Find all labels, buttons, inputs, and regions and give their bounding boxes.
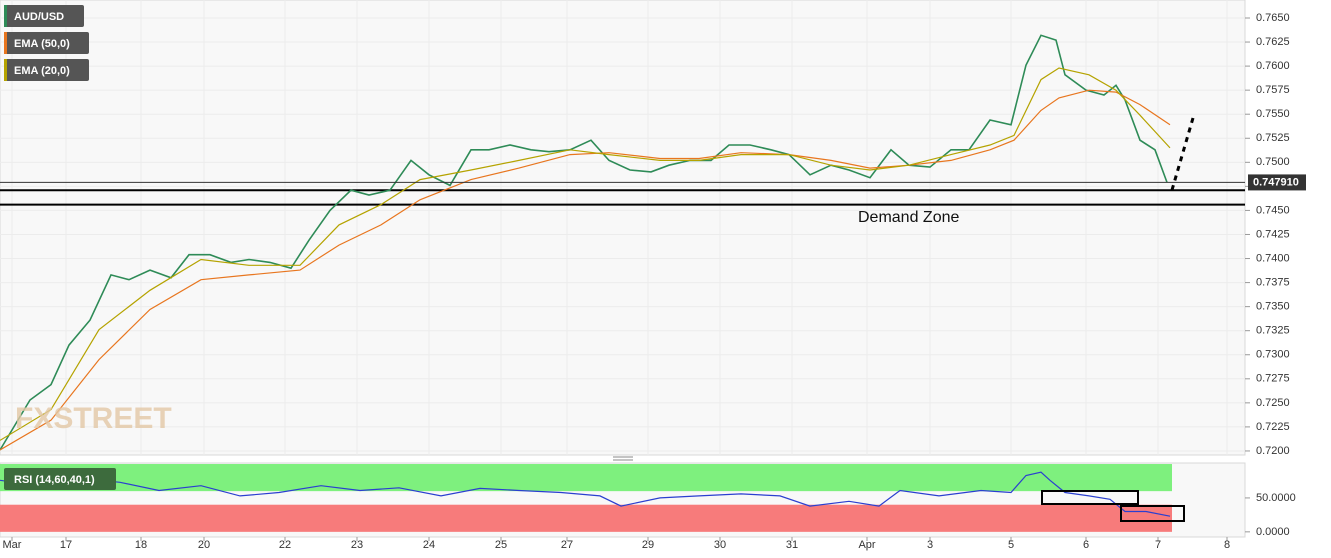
y-tick-label: 0.7275 [1256,373,1290,385]
series-line [0,67,1171,441]
x-tick-label: 20 [198,539,210,551]
annotation: Demand Zone [858,209,959,226]
legend-box [4,59,89,81]
y-tick-label: 0.7350 [1256,301,1290,313]
x-tick-label: 18 [135,539,147,551]
x-tick-label: 5 [1008,539,1014,551]
legend-box [4,32,89,54]
y-tick-label: 0.7600 [1256,60,1290,72]
y-tick-label: 0.0000 [1256,526,1290,538]
y-tick-label: 0.7525 [1256,132,1290,144]
x-tick-label: Mar [3,539,22,551]
x-tick-label: 17 [60,539,72,551]
rsi-bands [0,464,1172,532]
last-price-tag [1248,174,1306,191]
legend-swatch [4,32,7,54]
y-tick-label: 0.7550 [1256,108,1290,120]
y-tick-label: 0.7425 [1256,228,1290,240]
y-tick-label: 0.7300 [1256,349,1290,361]
x-tick-label: 23 [351,539,363,551]
x-tick-label: 31 [786,539,798,551]
series [0,34,1245,517]
y-tick-label: 0.7650 [1256,12,1290,24]
series-line [0,89,1171,451]
x-tick-label: 8 [1224,539,1230,551]
x-tick-label: Apr [858,539,875,551]
y-tick-label: 0.7500 [1256,156,1290,168]
y-tick-label: 0.7575 [1256,84,1290,96]
rsi-band [0,504,1172,532]
x-tick-label: 7 [1155,539,1161,551]
x-tick-label: 29 [642,539,654,551]
legend-box [4,5,84,27]
y-tick-label: 0.7325 [1256,325,1290,337]
legend-swatch [4,59,7,81]
y-tick-label: 0.7450 [1256,204,1290,216]
x-tick-label: 3 [927,539,933,551]
legend-label: EMA (20,0) [14,65,70,77]
panel-handle[interactable] [613,456,633,461]
last-price-label: 0.747910 [1253,176,1299,188]
legend-swatch [4,5,7,27]
rsi-highlight-box [1120,505,1185,522]
x-tick-label: 30 [714,539,726,551]
projection-line [1170,117,1195,191]
series-line [0,34,1168,451]
rsi-title-box [4,468,116,490]
series-line [0,471,1171,517]
x-tick-label: 6 [1083,539,1089,551]
x-tick-label: 24 [423,539,435,551]
y-tick-label: 0.7225 [1256,421,1290,433]
y-tick-label: 50.0000 [1256,492,1296,504]
y-tick-label: 0.7400 [1256,252,1290,264]
legend-label: EMA (50,0) [14,38,70,50]
legend: AUD/USD EMA (50,0) EMA (20,0) RSI (14,60… [4,5,116,490]
y-tick-label: 0.7250 [1256,397,1290,409]
y-tick-label: 0.7375 [1256,276,1290,288]
rsi-band [0,464,1172,492]
watermark: FXSTREET [15,402,172,435]
legend-label: AUD/USD [14,11,64,23]
rsi-highlight-box [1041,490,1139,505]
rsi-title: RSI (14,60,40,1) [14,474,95,486]
x-tick-label: 25 [495,539,507,551]
y-tick-label: 0.7625 [1256,36,1290,48]
y-tick-label: 0.7200 [1256,445,1290,457]
x-tick-label: 22 [279,539,291,551]
x-tick-label: 27 [561,539,573,551]
